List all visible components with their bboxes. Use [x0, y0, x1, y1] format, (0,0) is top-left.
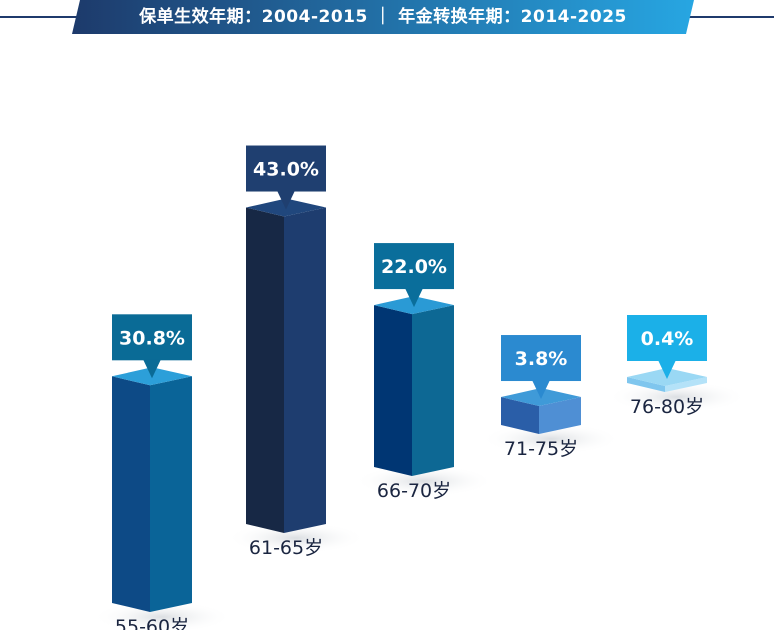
- value-label-pointer: [277, 190, 295, 210]
- value-label-box: [374, 243, 454, 290]
- value-label-box: [246, 145, 326, 192]
- value-label-box: [112, 314, 192, 361]
- bar-2: 43.0% 61-65岁: [226, 145, 366, 559]
- bar-side-face: [412, 305, 454, 476]
- bar-shadow: [92, 601, 232, 630]
- value-label-box: [501, 335, 581, 382]
- bar-side-face: [665, 377, 707, 392]
- value-label: 22.0%: [381, 256, 447, 278]
- bar-shadow: [481, 423, 621, 455]
- bar-side-face: [284, 207, 326, 533]
- header-title: 保单生效年期：2004-2015 ｜ 年金转换年期：2014-2025: [139, 7, 627, 27]
- category-label: 55-60岁: [115, 616, 189, 630]
- bar-1: 30.8% 55-60岁: [92, 314, 232, 630]
- value-label: 0.4%: [641, 328, 694, 350]
- category-label: 76-80岁: [630, 396, 704, 418]
- bar-4: 3.8% 71-75岁: [481, 335, 621, 460]
- bar-side-face: [539, 397, 581, 434]
- bar-3: 22.0% 66-70岁: [354, 243, 494, 502]
- value-label-pointer: [532, 380, 550, 400]
- bar-front-face: [246, 207, 284, 533]
- value-label: 3.8%: [515, 348, 568, 370]
- value-label-pointer: [658, 360, 676, 379]
- category-label: 71-75岁: [504, 438, 578, 460]
- value-label-box: [627, 315, 707, 361]
- category-label: 61-65岁: [249, 537, 323, 559]
- bar-front-face: [112, 376, 150, 612]
- bar-side-face: [150, 376, 192, 612]
- bar-shadow: [226, 522, 366, 554]
- bar-shadow: [354, 465, 494, 497]
- value-label-pointer: [143, 359, 161, 379]
- bar-front-face: [627, 377, 665, 392]
- value-label-pointer: [405, 288, 423, 308]
- bar-front-face: [501, 397, 539, 434]
- value-label: 30.8%: [119, 327, 185, 349]
- category-label: 66-70岁: [377, 480, 451, 502]
- bar-front-face: [374, 305, 412, 476]
- bar-shadow: [607, 381, 747, 413]
- header-banner: [72, 0, 694, 34]
- bar-5: 0.4% 76-80岁: [607, 315, 747, 418]
- value-label: 43.0%: [253, 159, 319, 181]
